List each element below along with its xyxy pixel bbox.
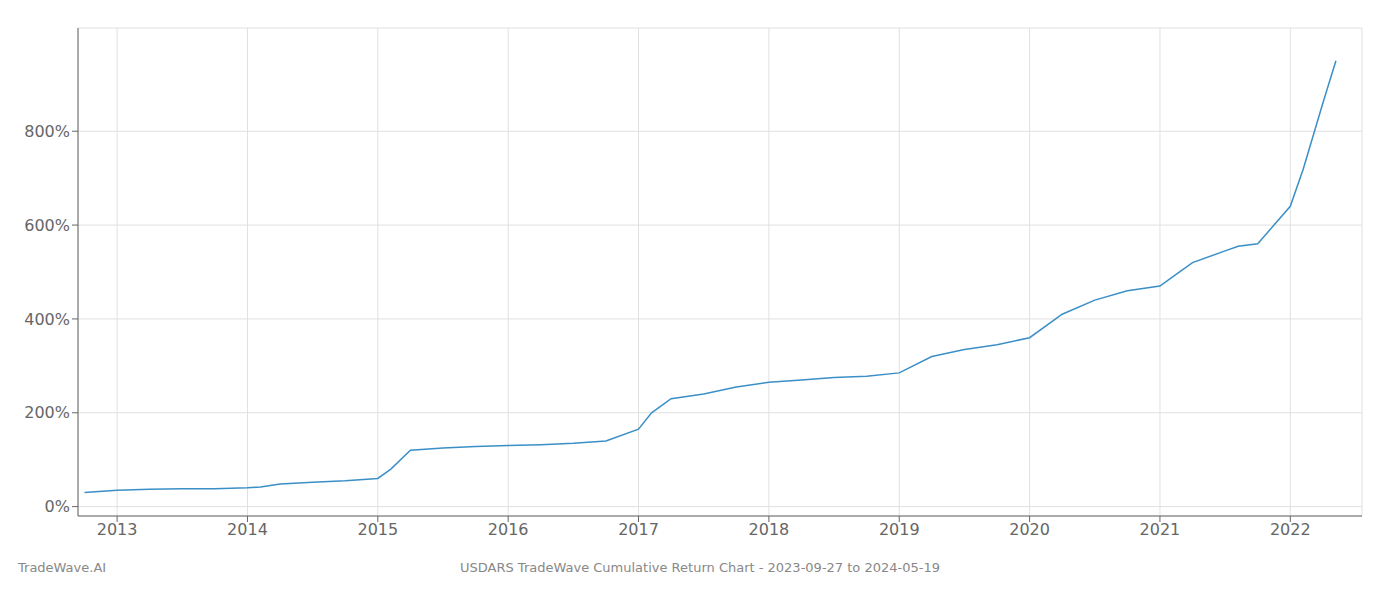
html-text:USDARS TradeWave Cumulative Re: USDARS TradeWave Cumulative Return Chart… [460, 560, 940, 575]
svg-text:2018: 2018 [749, 520, 790, 539]
html-text:TradeWave.AI: TradeWave.AI [18, 560, 107, 575]
svg-text:2020: 2020 [1009, 520, 1050, 539]
svg-text:2021: 2021 [1140, 520, 1181, 539]
svg-text:200%: 200% [24, 403, 70, 422]
svg-text:800%: 800% [24, 122, 70, 141]
svg-text:2014: 2014 [227, 520, 268, 539]
svg-text:600%: 600% [24, 216, 70, 235]
svg-text:2017: 2017 [618, 520, 659, 539]
svg-text:2016: 2016 [488, 520, 529, 539]
svg-text:400%: 400% [24, 310, 70, 329]
svg-text:2022: 2022 [1270, 520, 1311, 539]
svg-text:2019: 2019 [879, 520, 920, 539]
svg-text:2015: 2015 [357, 520, 398, 539]
svg-text:2013: 2013 [97, 520, 138, 539]
svg-text:0%: 0% [45, 497, 70, 516]
